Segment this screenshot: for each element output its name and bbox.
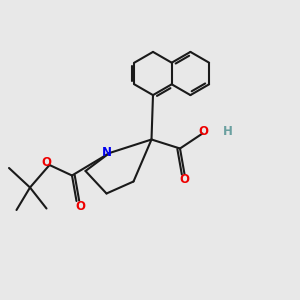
Text: O: O <box>41 155 51 169</box>
Text: H: H <box>223 125 233 138</box>
Text: O: O <box>198 125 208 138</box>
Text: O: O <box>75 200 85 213</box>
Text: N: N <box>102 146 112 159</box>
Text: O: O <box>179 173 190 186</box>
